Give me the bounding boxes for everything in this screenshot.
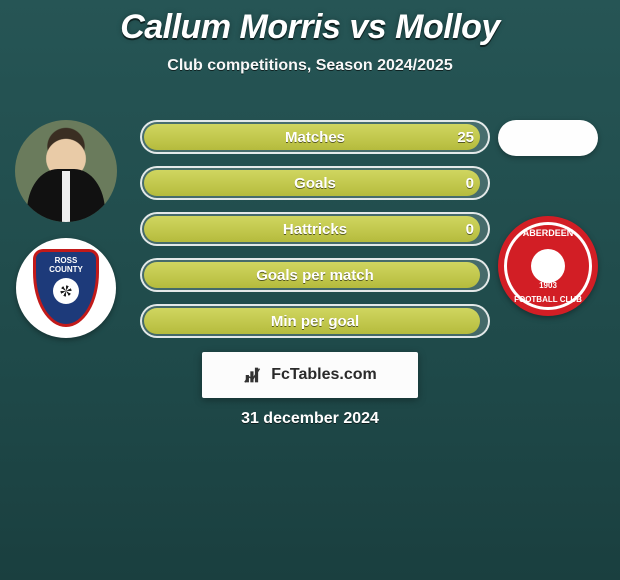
football-icon [53,278,79,304]
stat-label: Matches [285,129,345,146]
club-badge-ross-county: ROSS COUNTY [16,238,116,338]
stat-row-hattricks: Hattricks 0 [140,212,490,246]
player-photo-left [15,120,117,222]
date-text: 31 december 2024 [0,410,620,428]
stat-value: 25 [457,129,474,146]
stat-value: 0 [466,175,474,192]
stat-label: Min per goal [271,313,359,330]
stats-panel: Matches 25 Goals 0 Hattricks 0 Goals per… [140,120,490,338]
source-logo: FcTables.com [202,352,418,398]
right-player-column: ABERDEEN 1903 FOOTBALL CLUB [488,120,608,316]
stat-label: Hattricks [283,221,347,238]
stat-value: 0 [466,221,474,238]
stat-row-matches: Matches 25 [140,120,490,154]
stat-row-goals: Goals 0 [140,166,490,200]
club-name-left: ROSS COUNTY [49,252,83,274]
player-photo-right [498,120,598,156]
stat-row-goals-per-match: Goals per match [140,258,490,292]
page-title: Callum Morris vs Molloy [0,0,620,47]
left-player-column: ROSS COUNTY [6,120,126,338]
stat-label: Goals [294,175,336,192]
subtitle: Club competitions, Season 2024/2025 [0,57,620,75]
club-badge-aberdeen: ABERDEEN 1903 FOOTBALL CLUB [498,216,598,316]
club-name-right-bot: FOOTBALL CLUB [498,295,598,304]
brand-text: FcTables.com [271,366,377,384]
stat-row-min-per-goal: Min per goal [140,304,490,338]
club-name-right-top: ABERDEEN [498,228,598,238]
chart-icon [243,364,265,386]
football-icon [531,249,565,283]
club-year: 1903 [498,281,598,290]
stat-label: Goals per match [256,267,374,284]
